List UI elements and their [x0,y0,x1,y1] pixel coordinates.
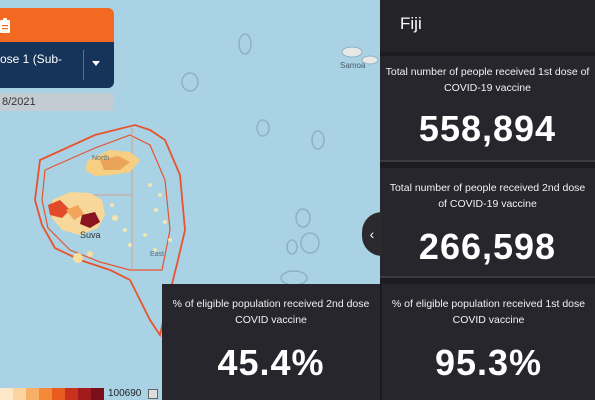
legend-swatch [0,388,13,400]
chevron-left-icon: ‹ [369,226,375,242]
stat-label: % of eligible population received 2nd do… [172,298,370,326]
stat-label: Total number of people received 2nd dose… [389,182,586,210]
clipboard-icon [0,18,10,33]
date-value: 8/2021 [2,96,36,108]
map-label-north: North [92,155,109,162]
legend-swatch [26,388,39,400]
panel-title: Fiji [400,14,422,33]
map-label-suva: Suva [80,230,101,240]
stat-card-second-dose-percent: % of eligible population received 2nd do… [162,284,380,400]
map-legend [0,388,160,400]
stat-value: 95.3% [434,342,543,383]
legend-swatch [65,388,78,400]
legend-swatch [91,388,104,400]
percentage-panel: % of eligible population received 2nd do… [162,284,595,400]
date-selector[interactable]: 8/2021 [0,93,114,111]
legend-swatch [52,388,65,400]
stat-card-second-dose-total: Total number of people received 2nd dose… [380,168,595,278]
indicator-dropdown-label: ose 1 (Sub- [0,52,63,66]
legend-toggle-checkbox[interactable] [148,389,158,399]
indicator-dropdown[interactable]: ose 1 (Sub- [0,42,114,88]
legend-max-value: 100690 [108,388,142,399]
panel-header: Fiji [380,0,595,52]
collapse-panel-button[interactable]: ‹ [362,212,382,256]
fiji-boundary [34,124,186,338]
stat-value: 558,894 [418,108,557,149]
legend-swatch [39,388,52,400]
panel-divider [380,284,382,400]
legend-swatch [78,388,91,400]
map-label-east: East. [150,251,166,258]
map-label-samoa: Samoa [340,61,366,70]
dropdown-separator [83,50,84,80]
stat-card-first-dose-total: Total number of people received 1st dose… [380,56,595,162]
legend-swatch [13,388,26,400]
filter-header [0,8,114,42]
stat-label: Total number of people received 1st dose… [385,66,590,94]
stat-value: 266,598 [418,226,557,267]
stat-label: % of eligible population received 1st do… [391,298,586,326]
stat-value: 45.4% [217,342,325,383]
stat-card-first-dose-percent: % of eligible population received 1st do… [382,284,595,400]
chevron-down-icon[interactable] [92,61,100,66]
